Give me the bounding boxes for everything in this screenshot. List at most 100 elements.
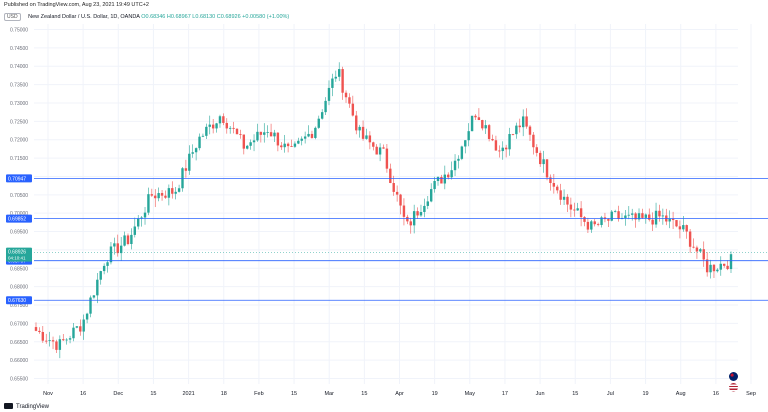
candle-body[interactable] bbox=[130, 234, 133, 245]
candle-body[interactable] bbox=[338, 69, 341, 77]
candle-body[interactable] bbox=[688, 231, 692, 247]
candle-body[interactable] bbox=[654, 210, 658, 225]
candle-body[interactable] bbox=[126, 235, 130, 245]
candle-body[interactable] bbox=[211, 124, 215, 129]
candle-body[interactable] bbox=[310, 133, 314, 138]
candle-body[interactable] bbox=[96, 279, 99, 296]
candle-body[interactable] bbox=[72, 327, 75, 339]
candle-body[interactable] bbox=[266, 132, 269, 133]
candle-body[interactable] bbox=[235, 128, 239, 135]
candle-body[interactable] bbox=[617, 211, 620, 219]
candle-body[interactable] bbox=[631, 213, 634, 215]
candle-body[interactable] bbox=[160, 193, 164, 196]
candle-body[interactable] bbox=[79, 326, 82, 332]
candle-body[interactable] bbox=[89, 297, 92, 314]
candle-body[interactable] bbox=[515, 125, 518, 135]
candle-body[interactable] bbox=[334, 76, 338, 79]
candle-body[interactable] bbox=[341, 69, 344, 93]
candle-body[interactable] bbox=[34, 327, 38, 331]
candle-body[interactable] bbox=[453, 160, 457, 171]
candle-body[interactable] bbox=[552, 183, 556, 187]
candle-body[interactable] bbox=[729, 254, 733, 270]
candle-body[interactable] bbox=[579, 208, 583, 218]
candle-body[interactable] bbox=[344, 92, 348, 98]
candle-body[interactable] bbox=[644, 214, 648, 218]
candle-body[interactable] bbox=[119, 245, 123, 254]
candle-body[interactable] bbox=[481, 120, 484, 129]
candle-body[interactable] bbox=[280, 145, 283, 148]
candle-body[interactable] bbox=[525, 116, 528, 127]
candle-body[interactable] bbox=[239, 134, 242, 136]
candle-body[interactable] bbox=[194, 148, 198, 153]
candle-body[interactable] bbox=[695, 247, 699, 252]
candle-body[interactable] bbox=[157, 193, 160, 199]
candle-body[interactable] bbox=[504, 147, 508, 150]
candle-body[interactable] bbox=[668, 218, 671, 222]
candle-body[interactable] bbox=[106, 262, 109, 266]
candle-body[interactable] bbox=[348, 97, 351, 104]
candle-body[interactable] bbox=[273, 132, 276, 137]
candle-body[interactable] bbox=[375, 146, 378, 155]
candle-body[interactable] bbox=[62, 339, 65, 341]
candle-body[interactable] bbox=[545, 159, 549, 178]
candle-body[interactable] bbox=[702, 249, 705, 260]
candle-body[interactable] bbox=[535, 147, 539, 153]
candle-body[interactable] bbox=[447, 174, 450, 178]
candle-body[interactable] bbox=[416, 211, 419, 216]
candle-body[interactable] bbox=[201, 135, 205, 137]
candle-body[interactable] bbox=[726, 265, 729, 270]
candle-body[interactable] bbox=[246, 145, 249, 149]
candle-body[interactable] bbox=[678, 226, 682, 230]
candle-body[interactable] bbox=[324, 100, 327, 113]
candle-body[interactable] bbox=[297, 140, 300, 144]
tradingview-footer[interactable]: TradingView bbox=[4, 403, 49, 410]
candle-body[interactable] bbox=[225, 122, 228, 129]
candle-body[interactable] bbox=[99, 271, 102, 280]
candle-body[interactable] bbox=[559, 190, 562, 200]
candle-body[interactable] bbox=[286, 143, 290, 147]
candle-body[interactable] bbox=[174, 191, 177, 194]
candle-body[interactable] bbox=[532, 134, 535, 148]
candle-body[interactable] bbox=[583, 217, 586, 222]
candle-body[interactable] bbox=[188, 153, 191, 171]
candle-body[interactable] bbox=[177, 188, 181, 192]
candle-body[interactable] bbox=[351, 103, 355, 116]
candle-body[interactable] bbox=[385, 148, 389, 169]
candle-body[interactable] bbox=[651, 219, 654, 225]
candle-body[interactable] bbox=[51, 340, 55, 342]
candle-body[interactable] bbox=[154, 195, 157, 199]
candle-body[interactable] bbox=[137, 218, 140, 227]
candle-body[interactable] bbox=[624, 215, 627, 218]
candle-body[interactable] bbox=[68, 338, 72, 340]
candle-body[interactable] bbox=[191, 152, 194, 154]
candle-body[interactable] bbox=[140, 217, 143, 219]
candle-body[interactable] bbox=[113, 243, 116, 247]
candle-body[interactable] bbox=[365, 135, 368, 139]
currency-badge[interactable]: USD bbox=[4, 13, 21, 21]
candle-body[interactable] bbox=[508, 134, 511, 150]
candle-body[interactable] bbox=[586, 221, 590, 230]
candle-body[interactable] bbox=[569, 204, 573, 210]
candle-body[interactable] bbox=[45, 340, 48, 342]
candle-body[interactable] bbox=[133, 226, 136, 235]
candle-body[interactable] bbox=[283, 143, 286, 148]
candle-body[interactable] bbox=[269, 132, 273, 137]
candle-body[interactable] bbox=[399, 194, 402, 206]
candle-body[interactable] bbox=[637, 213, 641, 220]
candle-body[interactable] bbox=[556, 186, 559, 191]
candle-body[interactable] bbox=[712, 264, 716, 272]
candle-body[interactable] bbox=[164, 195, 167, 198]
candle-body[interactable] bbox=[208, 124, 211, 127]
candle-body[interactable] bbox=[491, 138, 494, 141]
candle-body[interactable] bbox=[675, 220, 678, 227]
candle-body[interactable] bbox=[433, 180, 436, 190]
candle-body[interactable] bbox=[232, 127, 235, 129]
candle-body[interactable] bbox=[303, 136, 307, 139]
candle-body[interactable] bbox=[150, 194, 154, 196]
candle-body[interactable] bbox=[593, 221, 596, 225]
candle-body[interactable] bbox=[406, 216, 409, 222]
candle-body[interactable] bbox=[249, 142, 252, 146]
candle-body[interactable] bbox=[372, 142, 375, 147]
candle-body[interactable] bbox=[426, 201, 429, 206]
